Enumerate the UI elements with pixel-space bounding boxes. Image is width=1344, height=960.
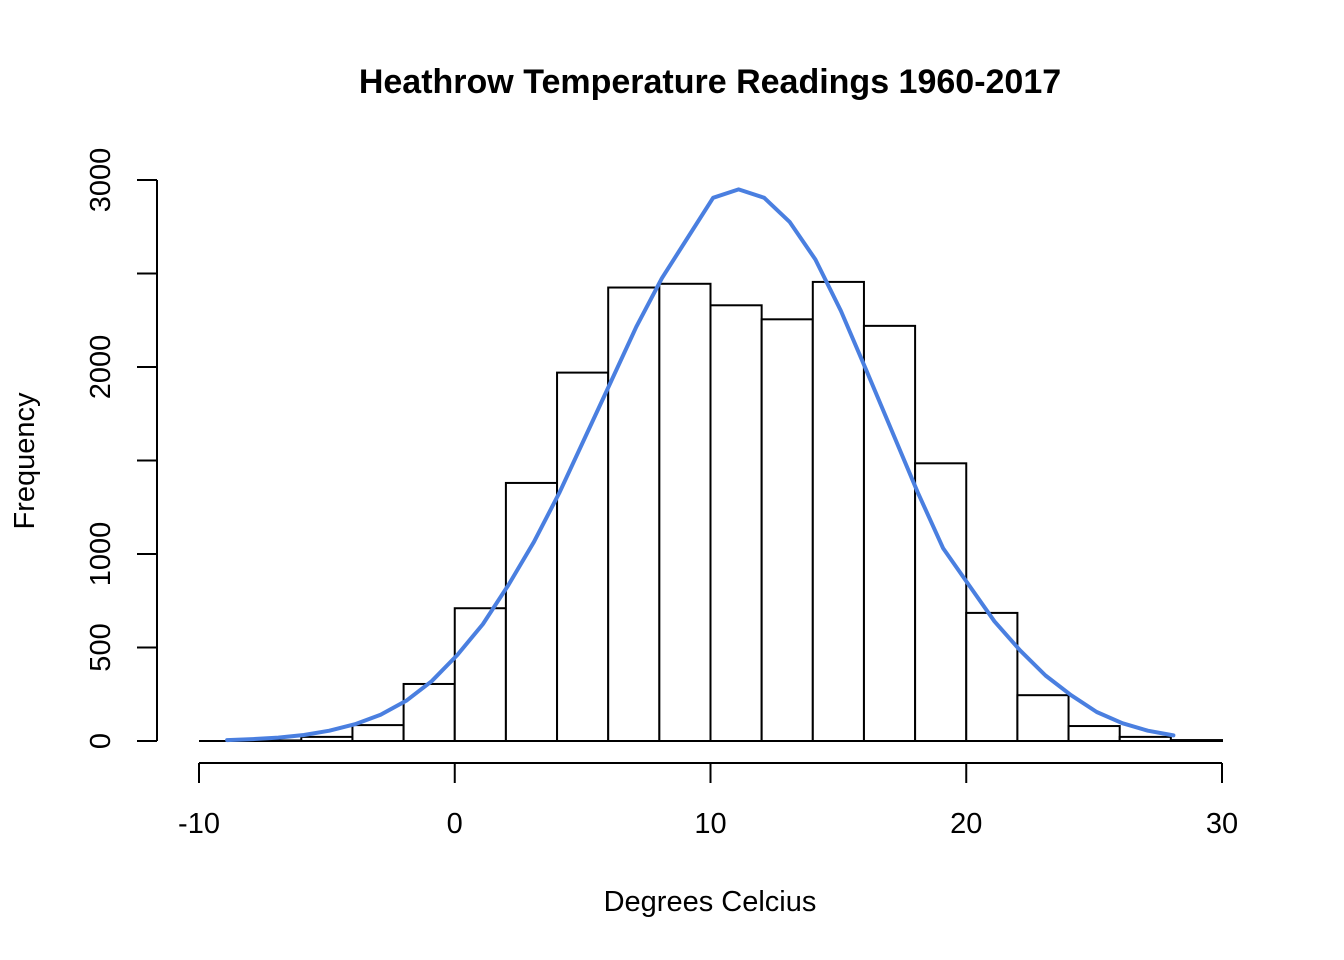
x-axis: -10 0 10 20 30 — [178, 762, 1238, 840]
histogram-bar — [351, 724, 405, 742]
histogram-bars — [199, 280, 1223, 743]
histogram-bar — [1067, 725, 1121, 742]
histogram-bar — [658, 282, 712, 742]
normal-density-curve — [225, 187, 1176, 743]
histogram-bar — [607, 286, 661, 742]
y-tick-label: 3000 — [85, 148, 117, 213]
x-tick-label: 0 — [447, 808, 463, 840]
histogram-bar — [709, 304, 763, 742]
histogram-bar — [760, 318, 814, 742]
histogram-bar — [402, 682, 456, 743]
histogram-bar — [556, 371, 610, 742]
y-tick-label: 500 — [85, 623, 117, 671]
x-tick-label: 10 — [694, 808, 726, 840]
y-axis-label: Frequency — [9, 392, 41, 530]
y-tick-label: 0 — [85, 733, 117, 749]
histogram-bar — [504, 481, 559, 742]
x-tick-label: -10 — [178, 808, 220, 840]
normal-curve-layer — [225, 187, 1176, 743]
x-tick-label: 20 — [950, 808, 982, 840]
histogram-bar — [453, 607, 507, 742]
y-tick-label: 2000 — [85, 335, 117, 400]
histogram-bar — [965, 611, 1019, 743]
x-axis-label: Degrees Celcius — [604, 886, 817, 918]
histogram-bar — [862, 324, 917, 742]
chart-title: Heathrow Temperature Readings 1960-2017 — [359, 63, 1061, 101]
histogram-bar — [1016, 694, 1070, 742]
x-tick-label: 30 — [1206, 808, 1238, 840]
y-tick-label: 1000 — [85, 522, 117, 587]
y-axis: 0 500 1000 2000 3000 — [85, 148, 158, 749]
